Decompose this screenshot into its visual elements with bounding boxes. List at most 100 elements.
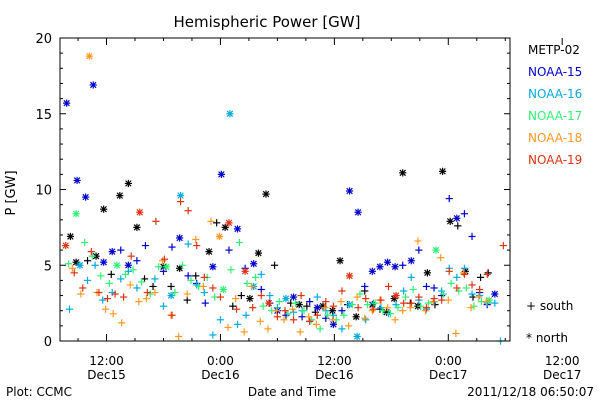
north-marker	[446, 217, 454, 225]
south-marker	[152, 217, 160, 225]
south-marker	[192, 272, 200, 280]
south-marker	[321, 304, 329, 312]
south-marker	[270, 261, 279, 269]
south-marker	[183, 290, 191, 298]
south-marker	[361, 282, 369, 291]
south-marker	[155, 263, 163, 271]
x-tick-time: 12:00	[89, 354, 124, 368]
north-marker	[265, 299, 273, 307]
south-marker	[417, 302, 425, 310]
north-marker	[368, 267, 376, 275]
south-marker	[303, 302, 311, 310]
south-marker	[409, 285, 417, 294]
south-marker	[237, 291, 245, 300]
north-marker	[108, 248, 116, 256]
south-marker	[407, 273, 415, 281]
south-marker	[266, 291, 274, 300]
south-marker	[103, 294, 112, 303]
south-marker	[306, 317, 314, 325]
north-marker	[491, 290, 499, 298]
south-marker	[280, 316, 288, 324]
south-marker	[444, 296, 452, 304]
south-marker	[324, 311, 332, 319]
south-marker	[233, 320, 242, 328]
south-marker	[414, 237, 422, 245]
north-marker	[328, 307, 337, 315]
south-marker	[291, 299, 300, 307]
north-marker	[246, 294, 254, 303]
south-marker	[175, 332, 183, 341]
south-marker	[224, 323, 232, 331]
south-marker	[99, 296, 107, 304]
south-marker	[193, 241, 201, 250]
south-marker	[476, 273, 485, 281]
south-marker	[213, 219, 221, 227]
south-marker	[445, 194, 453, 203]
south-marker	[453, 273, 461, 281]
south-marker	[232, 294, 240, 303]
south-marker	[118, 319, 126, 327]
south-marker	[454, 222, 462, 230]
south-marker	[340, 311, 348, 319]
south-marker	[491, 299, 499, 307]
south-marker	[158, 257, 167, 265]
south-marker	[476, 285, 484, 294]
south-marker	[107, 270, 115, 278]
south-marker	[249, 304, 257, 312]
south-marker	[316, 325, 324, 333]
north-marker	[167, 291, 175, 300]
south-marker	[126, 281, 134, 289]
north-marker	[407, 257, 415, 265]
south-marker	[275, 298, 283, 306]
south-marker	[83, 257, 92, 265]
south-marker	[415, 246, 423, 254]
south-marker	[353, 293, 361, 301]
south-marker	[430, 294, 438, 303]
south-marker	[424, 299, 432, 307]
south-marker	[149, 282, 157, 291]
south-marker	[429, 298, 437, 306]
north-marker	[329, 320, 338, 328]
south-marker	[407, 299, 415, 307]
north-marker	[345, 187, 354, 195]
south-marker	[468, 232, 476, 241]
south-marker	[476, 291, 484, 300]
legend-entry: METP-02	[528, 43, 580, 57]
south-marker	[176, 198, 185, 206]
south-marker	[460, 270, 469, 278]
legend-entry: NOAA-15	[528, 65, 582, 79]
north-marker	[66, 232, 75, 241]
north-marker	[209, 263, 217, 271]
north-marker	[345, 272, 354, 280]
north-marker	[254, 249, 263, 257]
south-marker	[296, 328, 304, 336]
north-marker	[282, 294, 290, 303]
series-noaa-17	[64, 210, 493, 333]
legend: METP-02 NOAA-15 NOAA-16 NOAA-17 NOAA-18 NOAA-…	[528, 43, 582, 167]
series-noaa-19	[62, 198, 507, 325]
south-marker	[101, 305, 110, 313]
south-marker	[143, 288, 151, 297]
north-marker	[85, 52, 94, 60]
north-marker	[176, 234, 184, 242]
north-marker	[133, 223, 141, 231]
south-marker	[452, 329, 460, 338]
south-marker	[117, 275, 125, 283]
south-marker	[83, 276, 92, 284]
south-marker	[109, 310, 117, 318]
south-marker	[171, 288, 179, 297]
north-marker	[113, 261, 121, 269]
south-marker	[281, 307, 289, 315]
south-marker	[300, 307, 308, 315]
south-marker	[306, 298, 314, 306]
south-marker	[192, 235, 200, 244]
south-marker	[272, 307, 281, 315]
south-marker	[111, 290, 119, 298]
south-marker	[184, 207, 192, 215]
south-marker	[209, 331, 217, 339]
south-marker	[232, 305, 241, 313]
south-marker	[298, 313, 306, 321]
plot-timestamp: 2011/12/18 06:50:07	[467, 385, 594, 399]
north-marker	[221, 223, 229, 231]
south-marker	[371, 299, 379, 307]
